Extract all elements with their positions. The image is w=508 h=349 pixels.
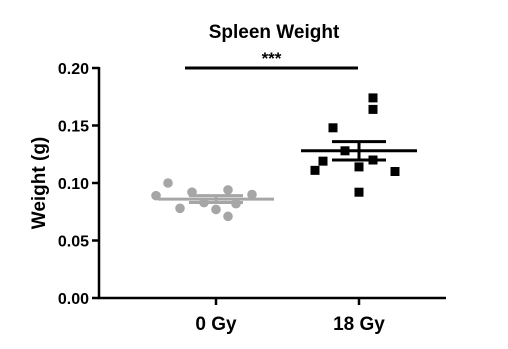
data-point (328, 123, 338, 133)
data-point (223, 185, 233, 195)
y-axis-label: Weight (g) (29, 137, 50, 230)
significance-label: *** (262, 49, 282, 68)
data-point (318, 156, 328, 166)
data-point (354, 187, 364, 197)
y-tick-labels: 0.00 0.05 0.10 0.15 0.20 (58, 61, 89, 308)
y-tick-label: 0.00 (58, 291, 89, 308)
y-tick-label: 0.05 (58, 234, 89, 251)
y-tick-label: 0.15 (58, 119, 89, 136)
data-points (151, 93, 400, 222)
data-point (368, 104, 378, 114)
chart-title: Spleen Weight (209, 22, 340, 43)
y-tick-label: 0.10 (58, 176, 89, 193)
data-point (163, 178, 173, 188)
x-tick-labels: 0 Gy 18 Gy (195, 314, 385, 335)
data-point (211, 204, 221, 215)
x-tick-label: 18 Gy (333, 314, 385, 335)
axes (92, 66, 446, 305)
data-point (247, 189, 257, 200)
data-point (175, 203, 185, 214)
data-point (354, 162, 364, 172)
y-tick-label: 0.20 (58, 61, 89, 78)
data-point (390, 167, 400, 176)
data-point (310, 165, 320, 175)
data-point (223, 211, 233, 222)
x-tick-label: 0 Gy (195, 314, 237, 335)
significance-bracket: *** (185, 49, 358, 70)
data-point (368, 93, 378, 103)
mean-sem-bars (158, 140, 417, 205)
